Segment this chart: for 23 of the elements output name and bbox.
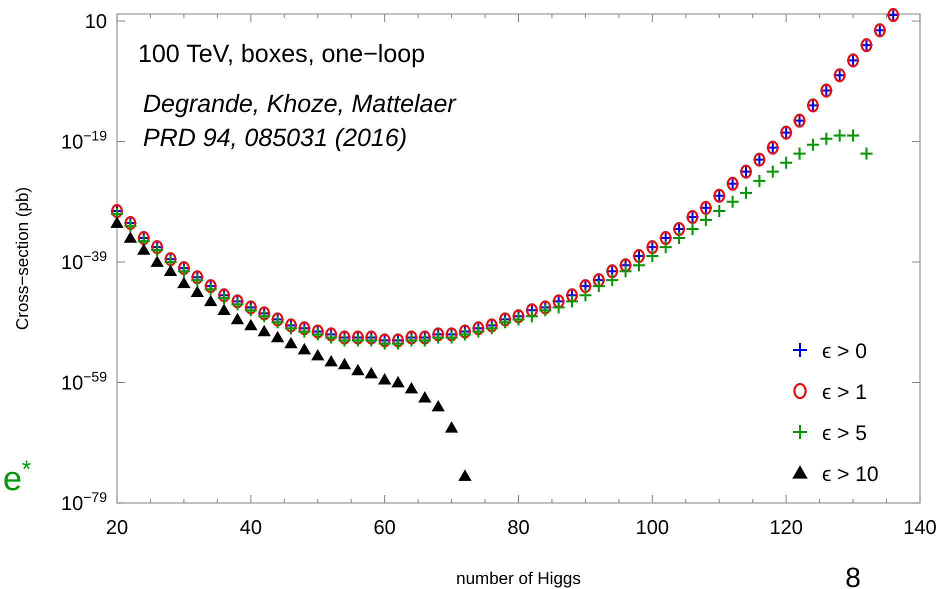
annotation: Degrande, Khoze, Mattelaer: [143, 90, 458, 118]
legend-label: ϵ > 5: [822, 422, 867, 445]
x-axis-title: number of Higgs: [456, 569, 581, 588]
x-tick-label: 120: [769, 517, 803, 539]
x-tick-label: 100: [636, 517, 670, 539]
y-tick-label: 10$^{−19}$: [61, 128, 108, 154]
y-tick-label: 10$^{−39}$: [61, 248, 108, 274]
x-tick-label: 80: [507, 517, 530, 539]
legend-label: ϵ > 0: [822, 340, 867, 363]
y-tick-label: 10: [84, 11, 107, 34]
annotation: 100 TeV, boxes, one−loop: [138, 40, 426, 68]
x-tick-label: 60: [374, 517, 396, 539]
legend-label: ϵ > 1: [822, 381, 867, 404]
x-tick-label: 40: [240, 517, 262, 539]
x-tick-label: 140: [903, 517, 937, 539]
y-tick-label: 10$^{−79}$: [61, 489, 108, 515]
y-tick-label: 10$^{−59}$: [61, 368, 108, 395]
y-axis-title: Cross−section (pb): [13, 186, 32, 330]
text: 8: [845, 562, 861, 589]
x-tick-label: 20: [106, 517, 128, 539]
text: e$^{*}$: [3, 456, 32, 498]
legend-label: ϵ > 10: [822, 463, 879, 486]
annotation: PRD 94, 085031 (2016): [143, 124, 408, 152]
